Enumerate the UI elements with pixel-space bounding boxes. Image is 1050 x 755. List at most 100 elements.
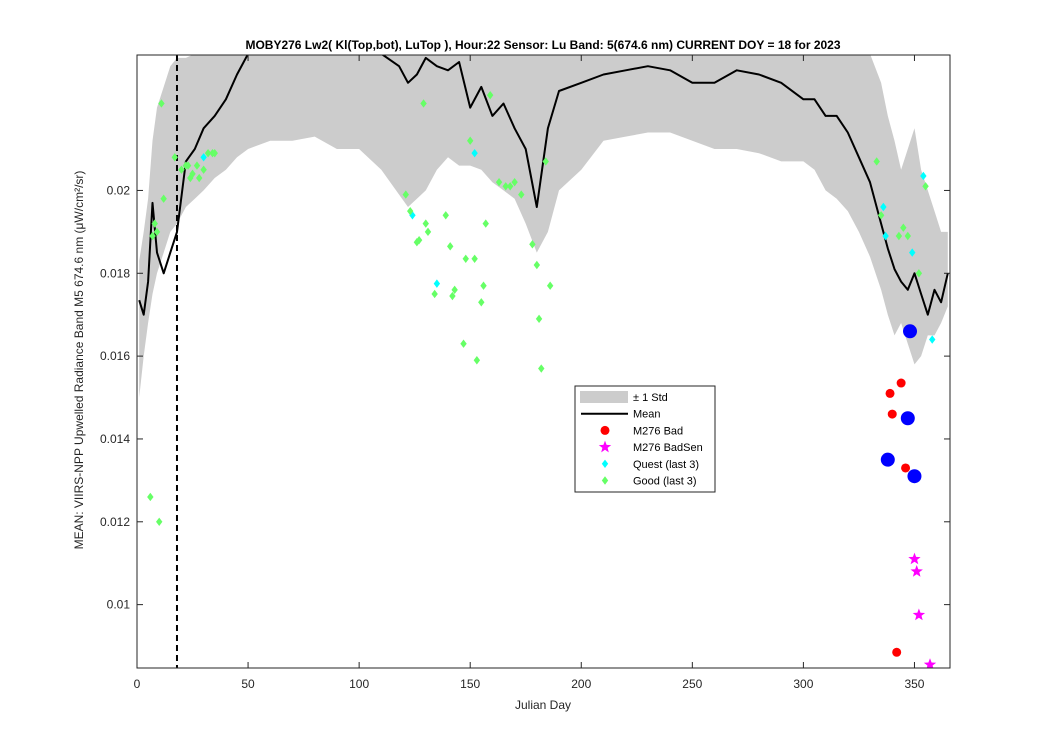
legend-symbol-star (598, 440, 612, 453)
point-m276-bad (896, 378, 906, 388)
y-tick-label: 0.01 (107, 598, 131, 612)
x-tick-label: 350 (904, 677, 924, 691)
point-good-last-3 (535, 314, 543, 324)
point-good-last-3 (482, 219, 489, 228)
point-good-last-3 (904, 231, 911, 241)
point-good-last-3 (184, 161, 192, 170)
point-good-last-3 (480, 281, 487, 290)
point-good-last-3 (431, 289, 438, 299)
x-tick-label: 50 (241, 677, 255, 691)
point-quest-last-3 (880, 202, 887, 212)
point-good-last-3 (415, 235, 423, 245)
legend-box (574, 385, 716, 493)
point-good-last-3 (420, 99, 427, 108)
point-good-last-3 (895, 231, 903, 241)
y-tick-label: 0.014 (100, 432, 130, 446)
point-highlight (880, 452, 895, 467)
legend-label: M276 Bad (633, 425, 683, 437)
point-good-last-3 (502, 182, 509, 191)
y-tick-label: 0.02 (107, 183, 131, 197)
point-quest-last-3 (909, 248, 916, 257)
point-good-last-3 (449, 291, 456, 301)
point-good-last-3 (542, 157, 549, 166)
point-good-last-3 (495, 177, 503, 187)
point-good-last-3 (462, 254, 469, 263)
chart-title: MOBY276 Lw2( Kl(Top,bot), LuTop ), Hour:… (245, 38, 840, 52)
point-good-last-3 (877, 211, 885, 220)
point-highlight (903, 324, 918, 339)
point-good-last-3 (922, 182, 929, 191)
point-good-last-3 (900, 223, 907, 232)
point-m276-bad (887, 409, 897, 419)
legend-symbol-diamond (601, 476, 609, 485)
point-good-last-3 (447, 242, 454, 251)
point-m276-bad (901, 463, 911, 473)
point-good-last-3 (442, 211, 449, 220)
point-good-last-3 (158, 99, 165, 108)
y-tick-label: 0.016 (100, 349, 130, 363)
point-good-last-3 (538, 364, 545, 373)
x-tick-label: 150 (460, 677, 480, 691)
legend-symbol-diamond (601, 459, 609, 468)
point-m276-badsen (910, 565, 923, 577)
point-good-last-3 (211, 148, 218, 158)
legend-label: Quest (last 3) (633, 459, 699, 471)
point-good-last-3 (451, 285, 458, 295)
point-good-last-3 (195, 173, 203, 183)
point-good-last-3 (422, 219, 429, 228)
point-m276-bad (892, 647, 902, 657)
point-good-last-3 (149, 231, 156, 241)
legend-symbol-circle (600, 425, 610, 435)
point-good-last-3 (160, 194, 167, 203)
point-good-last-3 (407, 206, 414, 216)
point-good-last-3 (529, 240, 536, 249)
point-good-last-3 (153, 227, 161, 237)
legend-symbol-band (580, 391, 628, 403)
point-highlight (900, 411, 915, 426)
point-good-last-3 (518, 190, 525, 199)
point-good-last-3 (473, 356, 481, 365)
y-axis-label: MEAN: VIIRS-NPP Upwelled Radiance Band M… (72, 171, 86, 550)
point-highlight (907, 469, 922, 484)
legend-label: Mean (633, 409, 661, 421)
point-good-last-3 (460, 339, 467, 348)
legend-label: Good (last 3) (633, 476, 697, 488)
point-good-last-3 (471, 254, 478, 263)
point-m276-badsen (923, 658, 937, 668)
legend: ± 1 Std Mean M276 Bad M276 BadSen Quest (las… (574, 385, 716, 493)
legend-label: ± 1 Std (633, 392, 668, 404)
point-good-last-3 (171, 153, 178, 162)
point-good-last-3 (193, 161, 201, 170)
point-good-last-3 (147, 492, 154, 502)
legend-label: M276 BadSen (633, 442, 703, 454)
point-quest-last-3 (929, 335, 936, 344)
point-m276-badsen (908, 552, 921, 565)
y-tick-label: 0.018 (100, 266, 130, 280)
point-good-last-3 (873, 157, 880, 166)
plot-area (138, 55, 949, 668)
point-m276-bad (885, 388, 895, 398)
point-m276-badsen (912, 608, 926, 621)
point-quest-last-3 (200, 153, 207, 162)
x-tick-label: 250 (682, 677, 702, 691)
point-quest-last-3 (920, 171, 927, 181)
point-good-last-3 (506, 182, 514, 191)
point-good-last-3 (156, 517, 163, 526)
series-line-mean (138, 55, 949, 316)
point-good-last-3 (478, 298, 485, 307)
point-good-last-3 (204, 148, 212, 158)
point-good-last-3 (189, 169, 196, 179)
point-good-last-3 (402, 190, 409, 199)
x-tick-label: 0 (134, 677, 141, 691)
y-tick-label: 0.012 (100, 515, 130, 529)
axes: 0 50 100 150 200 250 300 350 0.01 0.012 0.014 0.016… (100, 54, 951, 691)
point-good-last-3 (151, 219, 158, 228)
point-good-last-3 (511, 177, 518, 187)
point-good-last-3 (546, 281, 554, 290)
x-tick-label: 200 (571, 677, 591, 691)
point-good-last-3 (466, 136, 474, 145)
point-good-last-3 (178, 165, 185, 174)
point-good-last-3 (915, 269, 923, 278)
